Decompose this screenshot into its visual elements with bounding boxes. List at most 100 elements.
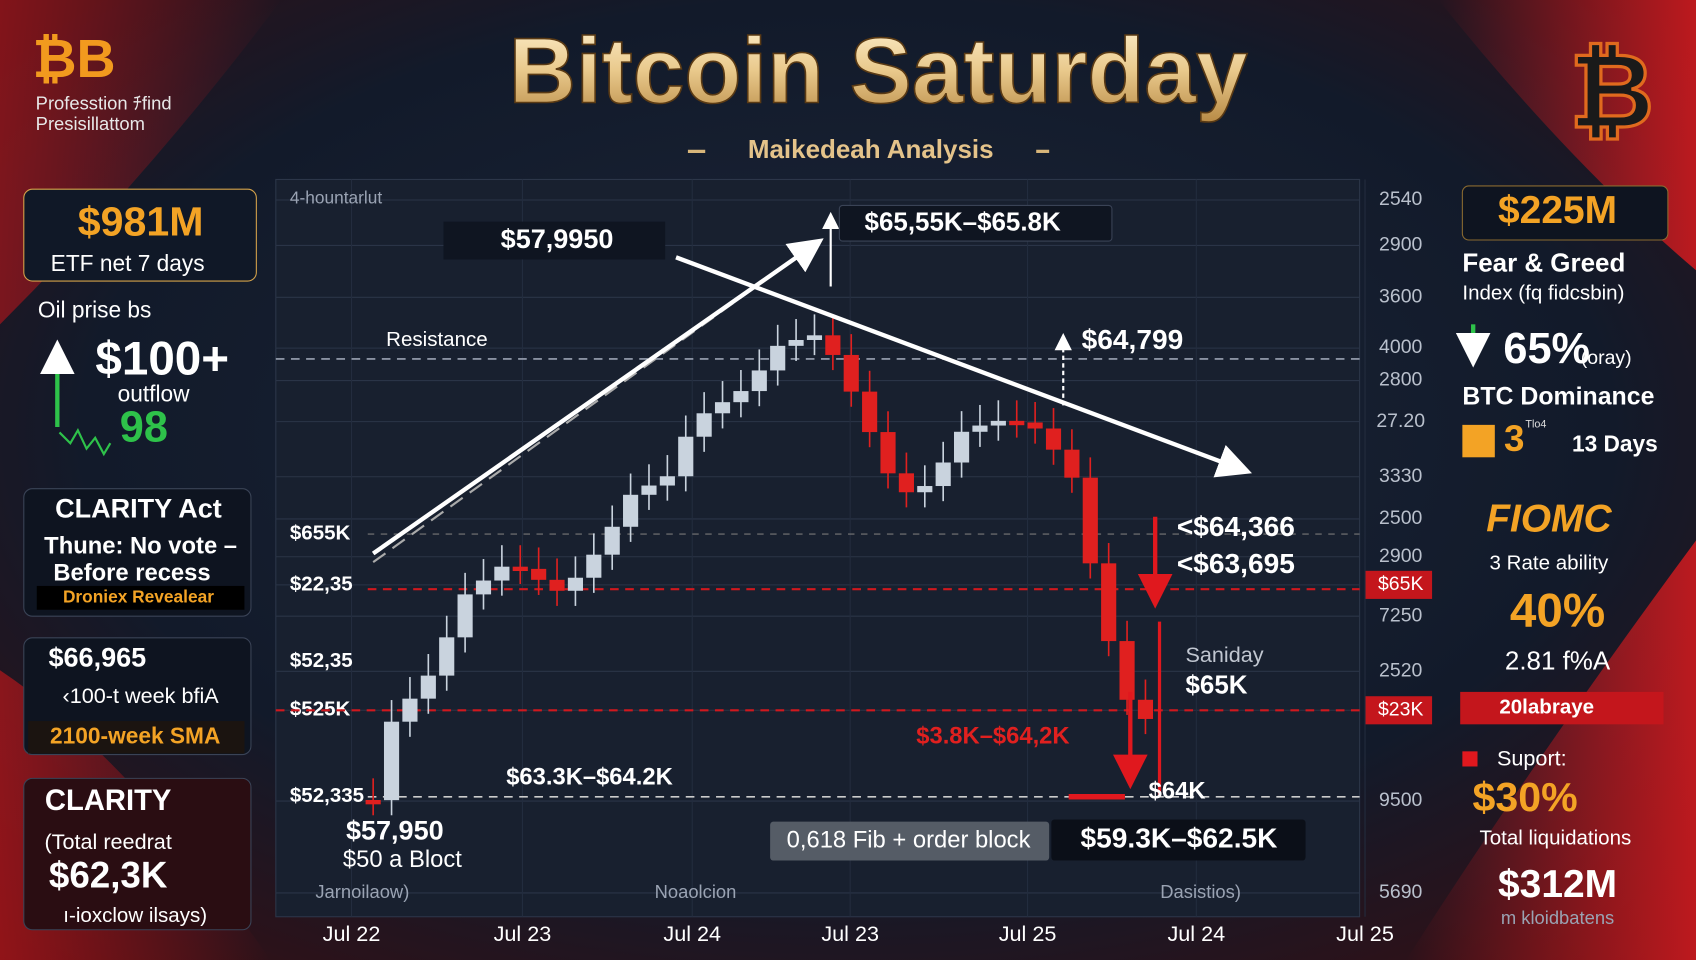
trend-line (675, 255, 1252, 478)
axis-label: 9500 (1379, 789, 1422, 811)
axis-label: $52,335 (290, 784, 364, 807)
axis-label: $23K (1378, 698, 1423, 720)
annotation: $64,799 (1082, 324, 1184, 355)
label: Oil prise bs (38, 296, 152, 322)
annotation: $65K (1185, 671, 1247, 699)
card-value: $66,965 (49, 643, 147, 673)
stat-value: $225M (1498, 189, 1617, 232)
label: BTC Dominance (1462, 382, 1654, 410)
tag (28, 721, 245, 754)
label: 13 Days (1572, 430, 1658, 456)
label: m kloidbatens (1501, 907, 1614, 928)
label: (oray) (1581, 347, 1632, 369)
label-box (838, 204, 1113, 242)
x-label: Jul 24 (663, 921, 721, 946)
axis-label: $655K (290, 521, 351, 544)
axis-label: 4000 (1379, 336, 1422, 358)
axis-label: 2900 (1379, 234, 1422, 256)
trend-line (372, 249, 807, 564)
candle (714, 402, 731, 414)
candle (512, 566, 528, 572)
subtitle: Maikedeah Analysis (748, 136, 994, 164)
candle (604, 526, 620, 555)
label: 20labraye (1499, 696, 1594, 719)
stat-value: 98 (120, 404, 168, 452)
axis-tag (1365, 570, 1433, 599)
card-title: CLARITY Act (55, 493, 222, 523)
stat-value: $312M (1498, 863, 1617, 906)
stat-value: $981M (78, 199, 204, 245)
note: Jarnoilaow) (315, 881, 409, 902)
note: Noaolcion (655, 881, 737, 902)
axis-label: $65K (1378, 573, 1423, 595)
label-box (443, 221, 666, 260)
candle (1119, 641, 1135, 700)
candle (494, 566, 510, 581)
candle (457, 594, 473, 638)
card (23, 777, 252, 931)
candle (365, 800, 381, 805)
annotation: Resistance (386, 328, 488, 351)
candle (567, 577, 583, 591)
label: 2.81 f%A (1505, 648, 1611, 676)
axis-label: $525K (290, 698, 351, 721)
candle (990, 420, 1006, 426)
candle (806, 335, 823, 340)
stat-label: ETF net 7 days (51, 250, 205, 276)
annotation: Saniday (1185, 642, 1263, 667)
candle (733, 391, 749, 403)
stat-value: $100+ (95, 333, 229, 386)
logo: ₿B (32, 29, 115, 89)
card (1461, 185, 1669, 241)
label-box (770, 821, 1050, 861)
candle (586, 554, 602, 578)
chart-panel (275, 178, 1361, 918)
candle (549, 579, 565, 591)
label: Fear & Greed (1462, 250, 1625, 278)
note: Dasistios) (1160, 881, 1241, 902)
annotation: $50 a Bloct (343, 846, 462, 873)
icon (1462, 751, 1478, 767)
card-title: CLARITY (45, 785, 172, 817)
card-text: Droniex Revealear (63, 586, 214, 606)
axis-label: $52,35 (290, 649, 353, 672)
candle (439, 637, 455, 676)
tag (36, 585, 245, 610)
card-text: Thune: No vote – (44, 532, 237, 559)
axis-label: 2540 (1379, 188, 1422, 210)
stat-label: outflow (118, 381, 191, 407)
card-text: (Total reedrat (44, 829, 171, 854)
candle (972, 425, 988, 432)
candle (862, 391, 878, 433)
candle (1101, 563, 1117, 642)
logo: ₿ (1569, 33, 1654, 149)
label: Total liquidations (1479, 826, 1631, 849)
annotation: $63.3K–$64.2K (506, 764, 673, 791)
swoosh (1406, 540, 1696, 960)
candle (623, 494, 639, 527)
trend-line (371, 238, 824, 556)
card-text: 2100-week SMA (50, 722, 220, 748)
label-box (1051, 819, 1306, 861)
annotation: <$63,695 (1177, 548, 1295, 579)
label: 3 Rate ability (1490, 552, 1609, 575)
candle (531, 568, 547, 580)
label: Index (fq fidcsbin) (1462, 281, 1624, 304)
annotation: $64K (1149, 778, 1206, 805)
candle (641, 485, 657, 495)
card (23, 488, 252, 617)
card (23, 188, 257, 282)
label: Suport: (1497, 746, 1567, 771)
tag: Tlo4 (1525, 419, 1546, 431)
x-label: Jul 24 (1167, 921, 1225, 946)
axis-label: $22,35 (290, 572, 353, 595)
sparkline (58, 427, 112, 457)
axis-label: 7250 (1379, 604, 1422, 626)
title: Bitcoin Saturday (509, 18, 1248, 122)
candle (1064, 449, 1080, 478)
axis-label: 3600 (1379, 285, 1422, 307)
candle (1009, 420, 1025, 426)
annotation: <$64,366 (1177, 511, 1295, 542)
